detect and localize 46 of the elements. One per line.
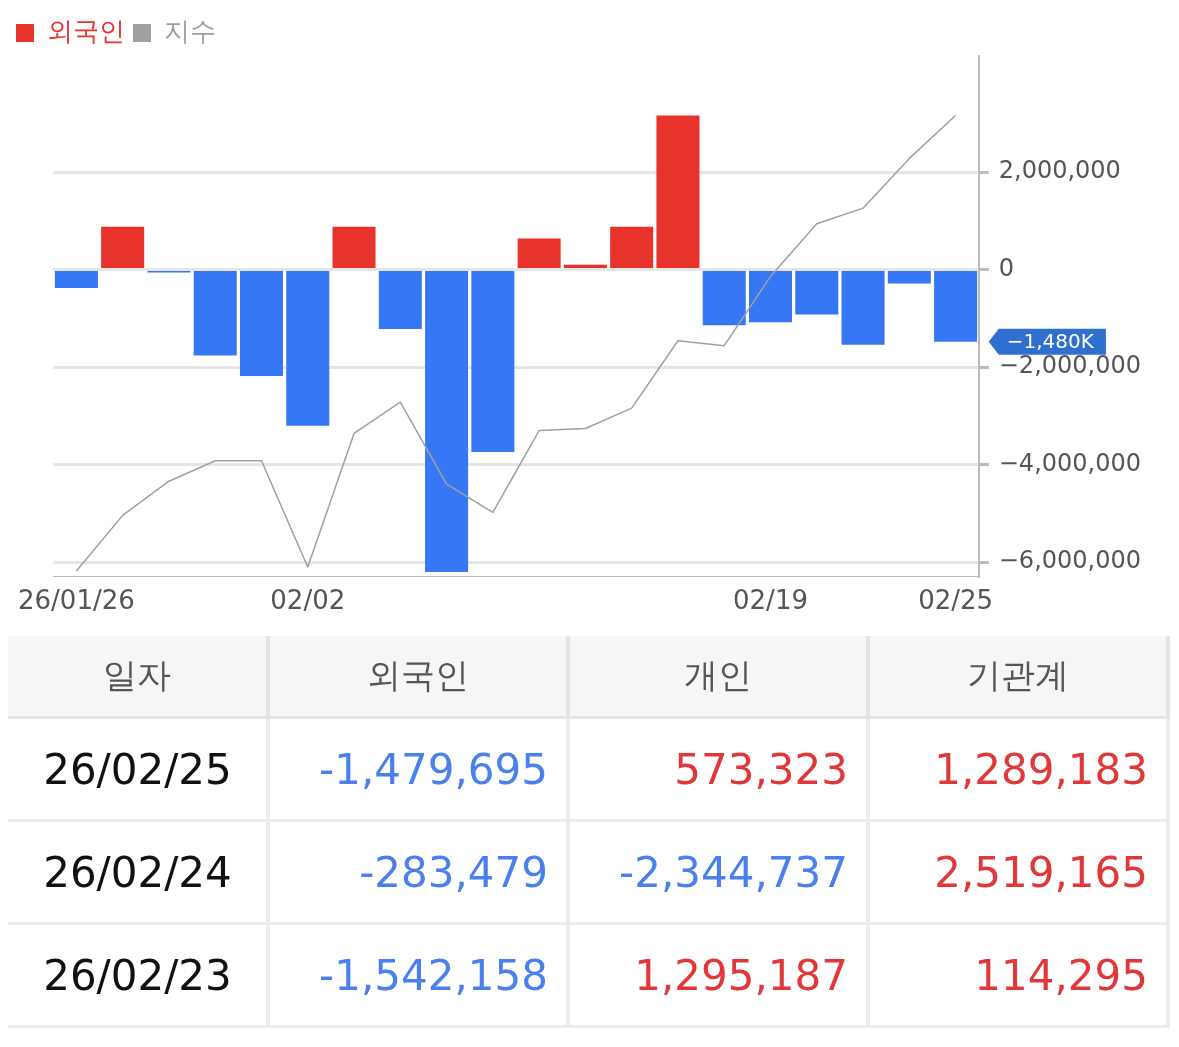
legend-label: 지수 — [164, 15, 216, 46]
bar — [795, 271, 839, 315]
text: 573,323 — [674, 744, 848, 794]
category-label: 외국인 — [268, 636, 568, 718]
category-label: 26/02/24 — [43, 847, 232, 897]
bar — [332, 226, 376, 269]
bar — [286, 271, 330, 426]
category-label: 26/02/25 — [43, 744, 232, 794]
bar — [239, 271, 283, 376]
text: 114,295 — [974, 950, 1148, 1000]
y-tick-label: −4,000,000 — [998, 448, 1142, 477]
legend-label: 외국인 — [47, 15, 125, 46]
bar — [517, 238, 561, 269]
bar — [841, 271, 885, 345]
bar — [702, 271, 746, 326]
y-tick-label: −2,000,000 — [998, 351, 1142, 380]
y-tick-label: 0 — [998, 253, 1015, 282]
x-tick-label: 26/01/26 — [18, 585, 135, 616]
bar — [656, 115, 700, 269]
bar — [378, 271, 422, 330]
bar — [425, 271, 469, 572]
text: -1,542,158 — [319, 950, 548, 1000]
bar — [610, 226, 654, 269]
text: -2,344,737 — [619, 847, 848, 897]
y-tick-label: 2,000,000 — [998, 156, 1121, 185]
text: 일자 — [8, 636, 268, 718]
text: 1,289,183 — [934, 744, 1148, 794]
text: -1,479,695 — [319, 744, 548, 794]
bar — [471, 271, 515, 452]
text: 2,519,165 — [934, 847, 1148, 897]
text: 1,295,187 — [634, 950, 848, 1000]
category-label: 26/02/23 — [43, 950, 232, 1000]
bar — [193, 271, 237, 356]
bar — [934, 271, 978, 342]
x-tick-label: 02/02 — [270, 585, 346, 616]
y-tick-label: −6,000,000 — [998, 546, 1142, 575]
bar — [887, 271, 931, 284]
x-tick-label: 02/19 — [733, 585, 808, 616]
bar — [54, 271, 98, 289]
x-tick-label: 02/25 — [918, 585, 994, 616]
category-label: 개인 — [568, 636, 868, 718]
bar — [748, 271, 793, 323]
category-label: 기관계 — [868, 636, 1168, 718]
text: -283,479 — [359, 847, 548, 897]
bar — [101, 226, 145, 269]
annotation: −1,480K — [1006, 328, 1095, 353]
